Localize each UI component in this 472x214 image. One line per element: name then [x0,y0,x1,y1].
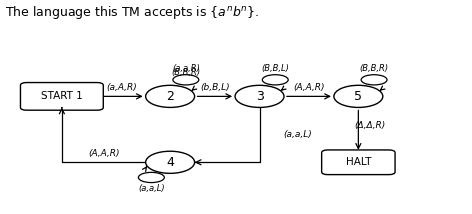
Circle shape [334,85,383,107]
Circle shape [146,85,194,107]
Text: (a,A,R): (a,A,R) [106,83,137,92]
Text: (Δ,Δ,R): (Δ,Δ,R) [354,121,386,130]
Text: (a,a,L): (a,a,L) [138,184,165,193]
Text: (A,A,R): (A,A,R) [88,149,119,158]
Text: (B,B,R): (B,B,R) [360,64,388,73]
Text: (B,B,R): (B,B,R) [171,68,201,77]
FancyBboxPatch shape [20,83,103,110]
Text: (A,A,R): (A,A,R) [293,83,325,92]
Text: (a,a,R): (a,a,R) [172,64,200,73]
Text: HALT: HALT [346,157,371,167]
Text: 5: 5 [354,90,362,103]
Text: 2: 2 [166,90,174,103]
Text: START 1: START 1 [41,91,83,101]
Text: (B,B,L): (B,B,L) [261,64,289,73]
Text: 4: 4 [166,156,174,169]
Circle shape [146,151,194,173]
Circle shape [235,85,284,107]
FancyBboxPatch shape [321,150,395,175]
Text: (b,B,L): (b,B,L) [200,83,230,92]
Text: 3: 3 [256,90,263,103]
Text: (a,a,L): (a,a,L) [283,130,312,139]
Text: The language this TM accepts is {$a^nb^n$}.: The language this TM accepts is {$a^nb^n… [5,4,260,21]
